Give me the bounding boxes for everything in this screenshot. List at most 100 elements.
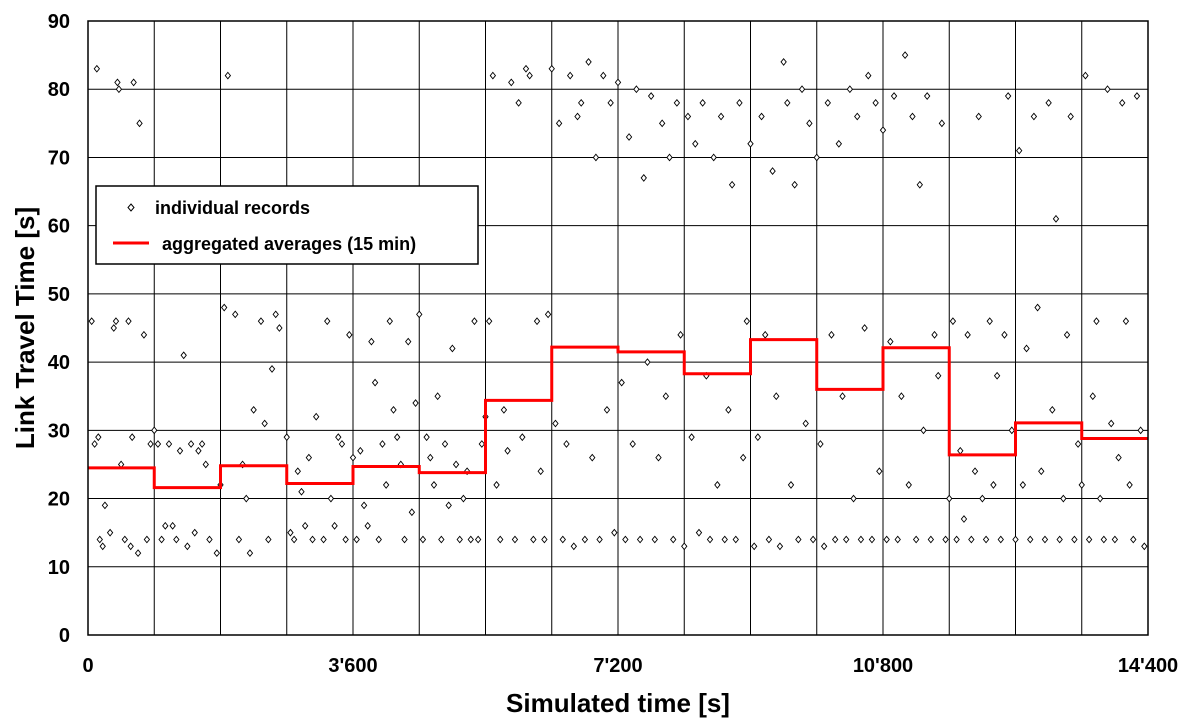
scatter-point [879,126,887,135]
scatter-point [327,494,335,503]
scatter-point [1067,112,1074,121]
scatter-point [986,317,993,326]
scatter-point [868,535,876,544]
scatter-point [130,78,137,87]
scatter-point [614,78,622,87]
scatter-point [1108,419,1115,428]
scatter-point [165,440,173,448]
scatter-point [975,112,982,121]
scatter-point [751,542,758,551]
scatter-point [206,535,213,544]
scatter-point [342,535,349,544]
scatter-point [338,440,346,448]
scatter-point [566,71,574,80]
scatter-point [191,528,198,537]
scatter-point [419,535,427,544]
scatter-point [938,119,946,128]
scatter-point [990,480,997,489]
scatter-point [647,92,655,100]
scatter-point [515,98,522,107]
scatter-point [1089,392,1096,401]
scatter-point [246,549,254,558]
scatter-point [235,535,243,544]
scatter-point [570,542,578,551]
scatter-point [629,440,636,448]
scatter-point [636,535,644,544]
scatter-point [725,405,732,414]
scatter-point [452,460,460,469]
scatter-point [997,535,1004,544]
scatter-point [371,378,379,387]
scatter-point [202,460,209,469]
scatter-point [1056,535,1063,544]
scatter-point [673,98,681,107]
scatter-point [287,528,294,537]
scatter-point [806,119,813,128]
scatter-point [467,535,474,544]
scatter-point [721,535,728,544]
scatter-point [835,139,843,148]
scatter-point [99,542,106,551]
scatter-point [1019,480,1027,489]
scatter-point [438,535,445,544]
legend-label-averages: aggregated averages (15 min) [162,234,416,254]
scatter-point [625,133,633,141]
scatter-point [114,78,121,87]
scatter-point [736,98,743,107]
scatter-point [268,365,276,373]
scatter-point [261,419,268,428]
scatter-point [441,440,449,448]
scatter-series [88,51,1148,558]
scatter-point [272,310,279,319]
scatter-point [401,535,408,544]
scatter-point [1137,426,1144,435]
scatter-point [927,535,935,544]
scatter-point [427,453,434,462]
scatter-point [655,453,662,462]
scatter-point [968,535,975,544]
scatter-point [158,535,165,544]
scatter-point [854,112,861,121]
scatter-point [773,392,780,401]
x-tick-labels: 0 3'600 7'200 10'800 14'400 [82,655,1178,677]
scatter-point [1100,535,1108,544]
scatter-point [1041,535,1049,544]
scatter-point [445,501,452,510]
scatter-point [456,535,463,544]
scatter-point [1012,535,1019,544]
scatter-point [1004,92,1012,100]
scatter-point [497,535,504,544]
scatter-point [876,467,883,476]
scatter-point [412,399,419,407]
scatter-point [688,433,695,442]
scatter-point [324,317,331,326]
scatter-point [798,85,806,94]
scatter-point [180,351,187,360]
scatter-point [405,337,412,346]
scatter-point [115,85,123,94]
legend-label-records: individual records [155,198,310,218]
scatter-point [555,119,563,128]
legend-box [95,185,479,265]
scatter-point [1141,542,1148,551]
scatter-point [224,71,232,80]
scatter-point [839,392,846,401]
y-tick-label: 80 [48,79,70,101]
scatter-point [684,112,692,121]
scatter-point [743,317,750,326]
scatter-point [909,112,916,121]
scatter-point [221,303,228,312]
scatter-point [692,139,699,148]
scatter-point [106,528,114,537]
scatter-point [548,64,555,73]
scatter-point [787,480,795,489]
scatter-point [434,392,441,401]
scatter-point [780,58,787,66]
step-line [88,338,1148,490]
scatter-point [537,467,544,476]
scatter-point [1030,112,1038,121]
scatter-point [695,528,703,537]
scatter-point [511,535,519,544]
